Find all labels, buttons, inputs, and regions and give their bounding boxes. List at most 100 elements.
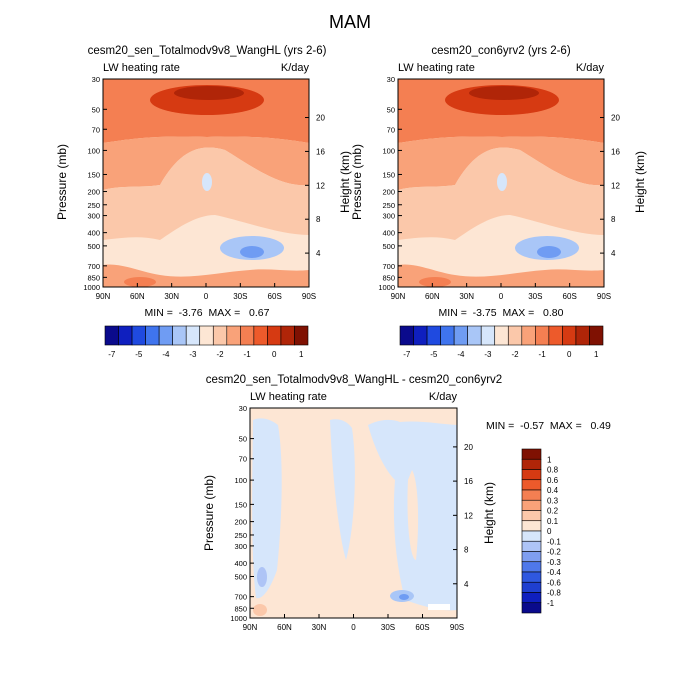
x-tick-label: 30N — [164, 292, 179, 301]
panel-1-blue-patch-mid — [202, 173, 212, 191]
y-tick-label: 30 — [239, 404, 247, 413]
y-tick-label: 400 — [382, 229, 395, 238]
colorbar-swatch — [521, 540, 542, 552]
colorbar-label: 1 — [594, 350, 599, 359]
panel-3-stats: MIN = -0.57 MAX = 0.49 — [486, 420, 611, 432]
colorbar-label: -7 — [403, 350, 411, 359]
y2-tick-label: 8 — [464, 546, 469, 555]
colorbar-swatch — [399, 325, 414, 346]
panel-3: cesm20_sen_Totalmodv9v8_WangHL - cesm20_… — [202, 374, 611, 632]
y2-tick-label: 16 — [464, 477, 473, 486]
x-tick-label: 60N — [277, 623, 292, 632]
x-tick-label: 60S — [268, 292, 282, 301]
x-tick-label: 60N — [130, 292, 145, 301]
y-tick-label: 150 — [382, 170, 395, 179]
colorbar-label: 1 — [547, 455, 552, 464]
colorbar-swatch — [535, 325, 550, 346]
panel-3-y2-axis: 20 16 12 8 4 — [453, 443, 473, 589]
panel-2-upper-moderate-band — [398, 136, 604, 190]
y-tick-label: 700 — [234, 593, 247, 602]
panel-3-x-axis: 90N 60N 30N 0 30S 60S 90S — [243, 614, 464, 632]
colorbar-panel-2: -7 -5 -4 -3 -2 -1 0 1 — [399, 325, 604, 359]
y2-tick-label: 12 — [611, 181, 620, 190]
panel-3-y2-axis-label: Height (km) — [482, 482, 496, 544]
y-tick-label: 70 — [92, 125, 100, 134]
colorbar-label: 0.2 — [547, 507, 559, 516]
y-tick-label: 850 — [234, 604, 247, 613]
x-tick-label: 90N — [243, 623, 258, 632]
y-tick-label: 150 — [234, 500, 247, 509]
x-tick-label: 90S — [597, 292, 611, 301]
panel-3-title: cesm20_sen_Totalmodv9v8_WangHL - cesm20_… — [206, 374, 502, 386]
y2-tick-label: 16 — [316, 147, 325, 156]
panel-2-x-axis: 90N 60N 30N 0 30S 60S 90S — [391, 283, 611, 301]
panel-3-blue-region-left — [252, 418, 282, 599]
colorbar-swatch — [521, 602, 542, 614]
y-tick-label: 30 — [387, 75, 395, 84]
panel-3-missing-data-patch — [428, 604, 450, 610]
colorbar-swatch — [521, 551, 542, 563]
colorbar-swatch — [521, 581, 542, 593]
panel-2-y2-axis: 20 16 12 8 4 — [600, 114, 620, 258]
colorbar-label: -7 — [108, 350, 116, 359]
panel-2-blue-patch-mid — [497, 173, 507, 191]
y-tick-label: 70 — [239, 455, 247, 464]
x-tick-label: 60S — [415, 623, 429, 632]
panel-2-blue-patch-low-core — [537, 246, 561, 258]
colorbar-swatch — [267, 325, 282, 346]
colorbar-swatch — [158, 325, 173, 346]
panel-1-y-axis-label: Pressure (mb) — [55, 144, 69, 220]
y2-tick-label: 8 — [316, 215, 321, 224]
y-tick-label: 300 — [382, 212, 395, 221]
y-tick-label: 200 — [234, 518, 247, 527]
y-tick-label: 50 — [239, 435, 247, 444]
panel-1-mid-band — [103, 147, 309, 240]
y2-tick-label: 20 — [464, 443, 473, 452]
colorbar-swatch — [413, 325, 428, 346]
panel-3-blue-patch-left-low — [257, 567, 267, 587]
y2-tick-label: 20 — [611, 114, 620, 123]
panel-3-y-axis-label: Pressure (mb) — [202, 475, 216, 551]
y-tick-label: 400 — [234, 559, 247, 568]
colorbar-label: -2 — [511, 350, 519, 359]
colorbar-label: -0.4 — [547, 568, 561, 577]
colorbar-swatch — [589, 325, 604, 346]
colorbar-difference: 1 0.80.60.40.3 0.20.10-0.1 -0.2-0.3-0.4-0.6… — [521, 448, 561, 614]
y-tick-label: 300 — [234, 542, 247, 551]
colorbar-swatch — [521, 561, 542, 573]
y2-tick-label: 12 — [316, 181, 325, 190]
panel-2-y2-axis-label: Height (km) — [633, 151, 647, 213]
panel-1-stats: MIN = -3.76 MAX = 0.67 — [145, 307, 270, 319]
colorbar-swatch — [240, 325, 255, 346]
colorbar-label: -0.1 — [547, 537, 561, 546]
colorbar-label: 0.1 — [547, 517, 559, 526]
panel-2-title: cesm20_con6yrv2 (yrs 2-6) — [431, 45, 570, 57]
y-tick-label: 250 — [87, 201, 100, 210]
y-tick-label: 500 — [234, 572, 247, 581]
panel-1: cesm20_sen_Totalmodv9v8_WangHL (yrs 2-6)… — [55, 45, 352, 319]
colorbar-label: 0 — [567, 350, 572, 359]
y-tick-label: 850 — [382, 273, 395, 282]
y-tick-label: 250 — [382, 201, 395, 210]
y-tick-label: 850 — [87, 273, 100, 282]
y-tick-label: 400 — [87, 229, 100, 238]
colorbar-swatch — [426, 325, 441, 346]
colorbar-swatch — [494, 325, 509, 346]
x-tick-label: 90N — [96, 292, 111, 301]
y-tick-label: 300 — [87, 212, 100, 221]
y-tick-label: 70 — [387, 125, 395, 134]
y2-tick-label: 4 — [316, 249, 321, 258]
panel-2-stats: MIN = -3.75 MAX = 0.80 — [439, 307, 564, 319]
y2-tick-label: 20 — [316, 114, 325, 123]
panel-1-x-axis: 90N 60N 30N 0 30S 60S 90S — [96, 283, 316, 301]
y-tick-label: 1000 — [378, 283, 395, 292]
y-tick-label: 50 — [92, 105, 100, 114]
y-tick-label: 200 — [382, 188, 395, 197]
colorbar-swatch — [131, 325, 146, 346]
colorbar-label: 0.8 — [547, 466, 559, 475]
colorbar-swatch — [521, 571, 542, 583]
panel-1-blue-patch-low-core — [240, 246, 264, 258]
colorbar-label: -2 — [216, 350, 224, 359]
